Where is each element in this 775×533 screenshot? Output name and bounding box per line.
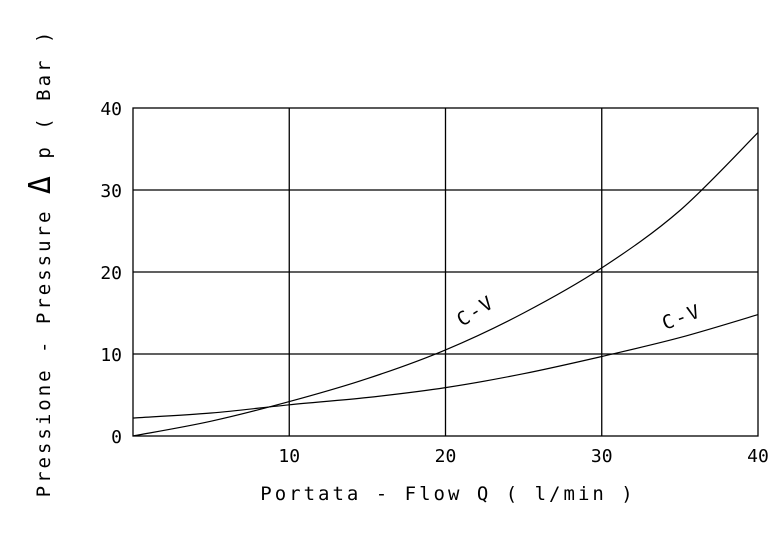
delta-symbol: Δ	[23, 173, 58, 194]
y-tick-label: 20	[100, 263, 122, 284]
y-tick-label: 0	[111, 427, 122, 448]
x-tick-label: 30	[591, 446, 613, 467]
tick-labels: 10 20 30 40 0 10 20 30 40	[100, 99, 769, 467]
y-axis-title-prefix: Pressione - Pressure	[33, 209, 55, 498]
curve-label-lower: C-V	[659, 300, 704, 334]
svg-text:Pressione - Pressure Δ: Pressione - Pressure Δ p ( Bar )	[23, 29, 58, 498]
y-tick-label: 30	[100, 181, 122, 202]
y-axis-title: Pressione - Pressure Δ p ( Bar )	[23, 29, 58, 498]
series-line-1	[132, 132, 759, 437]
y-tick-label: 40	[100, 99, 122, 120]
series-lines	[132, 132, 759, 437]
x-tick-label: 10	[278, 446, 300, 467]
y-axis-title-suffix: p ( Bar )	[33, 29, 55, 159]
y-tick-label: 10	[100, 345, 122, 366]
x-tick-label: 40	[747, 446, 769, 467]
curve-label-upper: C-V	[453, 291, 499, 331]
x-tick-label: 20	[435, 446, 457, 467]
x-axis-title: Portata - Flow Q ( l/min )	[260, 483, 635, 505]
chart-grid	[132, 107, 759, 437]
series-line-2	[132, 314, 759, 419]
